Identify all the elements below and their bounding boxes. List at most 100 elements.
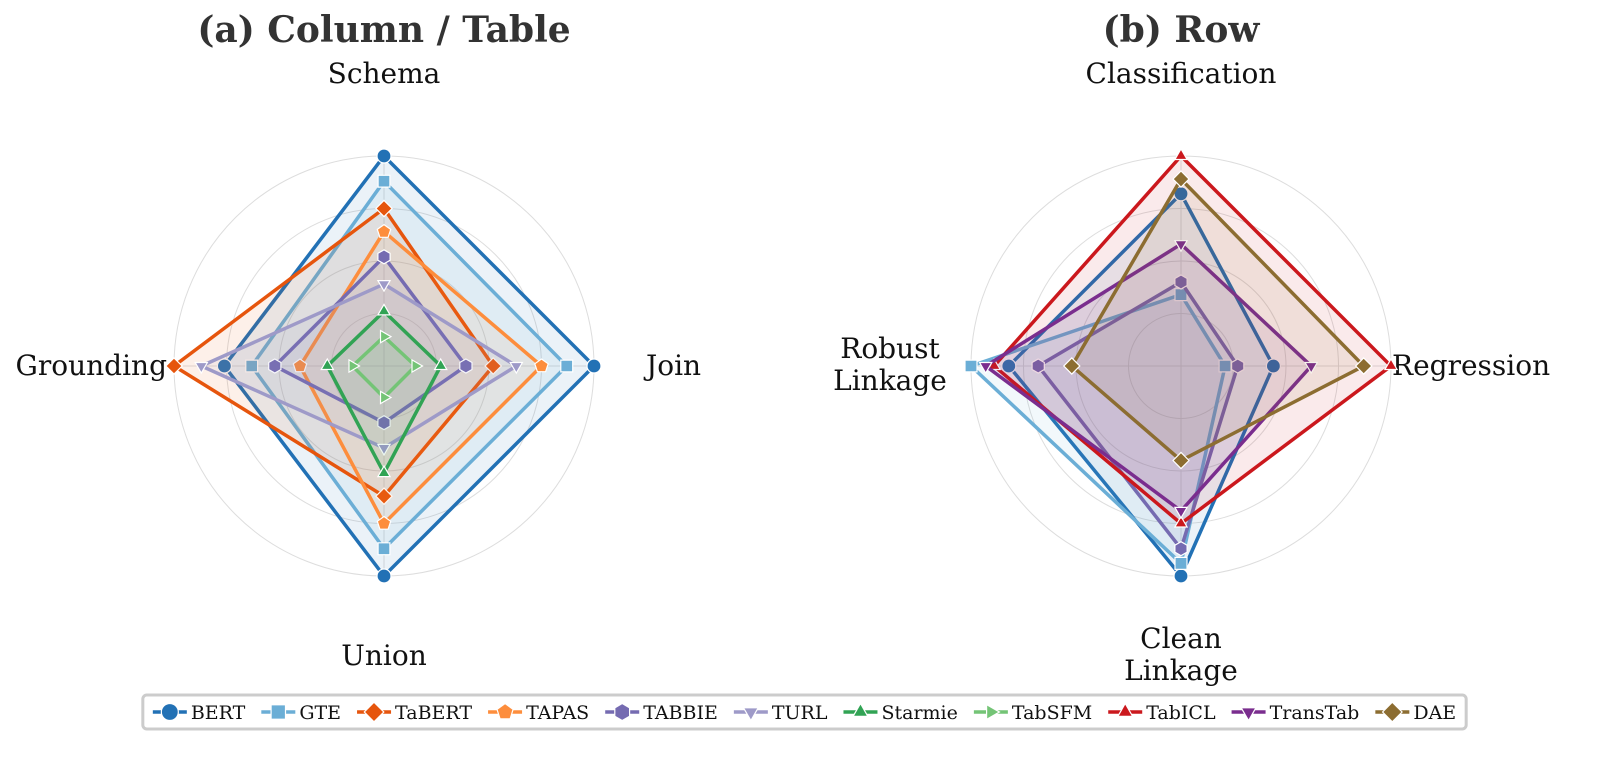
- point-tapas-union: [376, 515, 392, 530]
- legend-marker-tabert: [363, 701, 385, 723]
- point-bert-schema: [376, 148, 392, 164]
- legend-item-tabicl: TabICL: [1108, 702, 1216, 724]
- series-transtab: [978, 240, 1319, 520]
- point-tabsfm-grounding: [348, 358, 361, 374]
- series-tabbie: [268, 249, 473, 431]
- legend-label: TAPAS: [526, 702, 589, 724]
- legend: BERT GTE TaBERT TAPAS TABBIE TURL Starmie TabSF…: [141, 693, 1468, 731]
- point-starmie-grounding: [320, 357, 335, 371]
- point-gte-grounding: [245, 359, 259, 373]
- legend-marker-dae: [1381, 701, 1403, 723]
- axis-label-regression: Regression: [1392, 349, 1550, 382]
- point-transtab-clean-linkage: [1173, 506, 1189, 520]
- legend-item-tabert: TaBERT: [357, 701, 472, 724]
- point-turl-union: [376, 443, 392, 457]
- point-tapas-grounding: [292, 358, 308, 373]
- legend-item-tapas: TAPAS: [488, 702, 589, 724]
- legend-marker-tabbie: [614, 702, 631, 722]
- legend-item-transtab: TransTab: [1231, 702, 1360, 724]
- point-gte-schema: [377, 174, 391, 188]
- point-tabbie-union: [377, 415, 391, 431]
- point-turl-grounding: [194, 361, 209, 375]
- point-bert-clean-linkage: [1173, 568, 1189, 584]
- legend-item-starmie: Starmie: [843, 702, 958, 724]
- panel-row: (b) Row Classification Regression Clean Link…: [833, 9, 1550, 687]
- series-tabsfm: [348, 329, 424, 405]
- series-tabert: [165, 199, 503, 506]
- point-tabbie-classification: [1174, 274, 1188, 290]
- legend-label: BERT: [191, 702, 246, 724]
- point-bert-join: [586, 358, 602, 374]
- point-dae-robust-linkage: [1062, 357, 1081, 375]
- point-transtab-classification: [1173, 240, 1189, 253]
- series-gte: [245, 174, 574, 556]
- point-tabbie-robust-linkage: [1031, 358, 1045, 374]
- legend-label: TransTab: [1270, 702, 1360, 724]
- point-starmie-join: [433, 357, 448, 371]
- point-dae-regression: [1354, 357, 1373, 375]
- point-gte-union: [377, 542, 391, 556]
- legend-marker-bert: [160, 702, 179, 722]
- point-transtab-regression: [1304, 361, 1319, 375]
- axis-label-classification: Classification: [1086, 57, 1277, 90]
- point-starmie-union: [376, 464, 392, 478]
- point-tabbie-grounding: [268, 358, 282, 374]
- point-gte-classification: [1174, 288, 1188, 302]
- point-tabbie-join: [459, 358, 473, 374]
- point-transtab-robust-linkage: [978, 361, 993, 375]
- legend-frame: [141, 693, 1468, 731]
- point-tabert-union: [375, 487, 393, 506]
- point-tapas-schema: [376, 223, 392, 238]
- legend-item-tabsfm: TabSFM: [973, 702, 1092, 724]
- series-dae: [1062, 170, 1373, 470]
- legend-marker-transtab: [1240, 707, 1257, 722]
- point-tabert-schema: [375, 199, 393, 218]
- axis-label-clean-linkage: Clean Linkage: [1124, 622, 1238, 687]
- point-tabert-join: [484, 357, 503, 375]
- point-starmie-schema: [376, 303, 392, 316]
- point-turl-join: [509, 361, 524, 375]
- legend-item-tabbie: TABBIE: [605, 702, 718, 724]
- legend-label: TABBIE: [643, 702, 718, 724]
- point-tabsfm-join: [411, 358, 424, 374]
- point-bert-regression: [1265, 358, 1282, 374]
- point-dae-classification: [1172, 170, 1190, 189]
- axis-label-union: Union: [341, 639, 426, 672]
- legend-label: TaBERT: [395, 702, 472, 724]
- point-tabicl-classification: [1173, 147, 1189, 161]
- series-tapas: [292, 223, 549, 530]
- point-tabbie-schema: [377, 249, 391, 265]
- axis-label-grounding: Grounding: [15, 349, 167, 382]
- point-tabbie-regression: [1231, 358, 1245, 374]
- point-tabbie-clean-linkage: [1174, 541, 1188, 557]
- legend-label: DAE: [1413, 702, 1456, 724]
- panel-column-table: (a) Column / Table Schema Join Union Groundi…: [15, 9, 701, 672]
- point-bert-union: [376, 568, 392, 584]
- point-gte-clean-linkage: [1174, 556, 1188, 570]
- point-gte-robust-linkage: [964, 359, 978, 373]
- legend-marker-starmie: [852, 702, 869, 717]
- axis-label-join: Join: [643, 349, 701, 382]
- point-gte-join: [560, 359, 574, 373]
- point-tabert-grounding: [165, 357, 183, 375]
- axis-label-robust-linkage: Robust Linkage: [833, 332, 947, 397]
- series-starmie: [320, 303, 448, 478]
- panel-title: (b) Row: [1103, 9, 1261, 51]
- legend-marker-turl: [742, 707, 760, 722]
- legend-label: TURL: [772, 702, 828, 724]
- series-tabbie: [1031, 274, 1245, 557]
- legend-marker-tabicl: [1116, 702, 1134, 717]
- legend-marker-tapas: [496, 702, 514, 720]
- point-bert-robust-linkage: [1001, 358, 1017, 374]
- legend-label: TabSFM: [1012, 702, 1092, 724]
- legend-label: GTE: [299, 702, 341, 724]
- legend-label: TabICL: [1146, 702, 1216, 724]
- point-tabicl-regression: [1383, 357, 1399, 371]
- point-bert-grounding: [216, 358, 232, 374]
- point-turl-schema: [376, 280, 392, 293]
- point-dae-clean-linkage: [1172, 451, 1190, 470]
- point-gte-regression: [1218, 359, 1232, 373]
- legend-marker-gte: [270, 704, 287, 720]
- panel-title: (a) Column / Table: [197, 9, 570, 51]
